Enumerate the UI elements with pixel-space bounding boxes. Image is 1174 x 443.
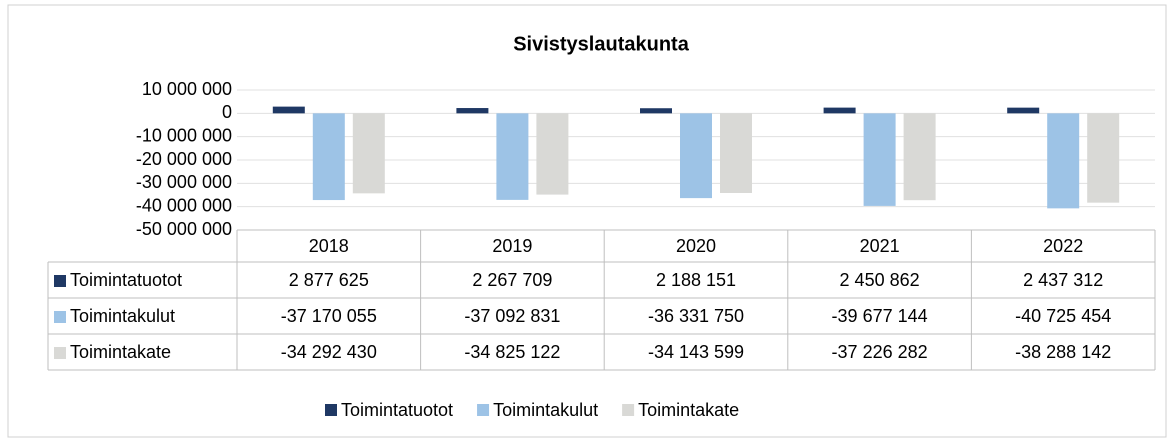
legend-key (477, 404, 490, 416)
data-label: -34 292 430 (281, 342, 377, 362)
legend-label: Toimintakate (638, 400, 739, 420)
data-label: -39 677 144 (832, 306, 928, 326)
row-header: Toimintakate (70, 342, 171, 362)
chart-title: Sivistyslautakunta (513, 33, 690, 55)
legend-key (54, 311, 66, 323)
data-label: 2 437 312 (1023, 270, 1103, 290)
y-tick-label: 10 000 000 (142, 79, 232, 99)
legend-key (325, 404, 337, 416)
bar (823, 107, 856, 114)
bar (1087, 113, 1120, 203)
row-header: Toimintakulut (70, 306, 175, 326)
bar (456, 108, 489, 114)
y-tick-label: -40 000 000 (136, 195, 232, 215)
data-label: -37 092 831 (464, 306, 560, 326)
bar (312, 113, 345, 201)
bar (352, 113, 385, 194)
y-tick-label: -50 000 000 (136, 219, 232, 239)
bar (720, 113, 752, 194)
data-label: -38 288 142 (1015, 342, 1111, 362)
x-tick-label: 2021 (860, 236, 900, 256)
bar (536, 113, 569, 195)
bar (496, 113, 529, 200)
bar (640, 108, 672, 114)
bar (903, 113, 936, 201)
x-tick-label: 2020 (676, 236, 716, 256)
x-tick-label: 2019 (492, 236, 532, 256)
legend-key (54, 347, 66, 359)
bar (1007, 107, 1040, 114)
data-label: -37 226 282 (832, 342, 928, 362)
bar (272, 106, 305, 114)
chart-border (7, 4, 1167, 438)
legend-key (54, 275, 66, 287)
y-tick-label: -10 000 000 (136, 125, 232, 145)
data-label: 2 267 709 (472, 270, 552, 290)
data-label: -40 725 454 (1015, 306, 1111, 326)
x-tick-label: 2022 (1043, 236, 1083, 256)
y-tick-label: 0 (222, 102, 232, 122)
bar (1047, 113, 1080, 209)
legend-label: Toimintatuotot (341, 400, 453, 420)
y-tick-label: -20 000 000 (136, 149, 232, 169)
data-label: 2 450 862 (840, 270, 920, 290)
bar (680, 113, 712, 199)
data-label: -34 825 122 (464, 342, 560, 362)
bar (863, 113, 896, 206)
data-label: 2 188 151 (656, 270, 736, 290)
data-label: -34 143 599 (648, 342, 744, 362)
x-tick-label: 2018 (309, 236, 349, 256)
data-label: -37 170 055 (281, 306, 377, 326)
legend-key (622, 404, 635, 416)
legend-label: Toimintakulut (493, 400, 598, 420)
row-header: Toimintatuotot (70, 270, 182, 290)
data-label: -36 331 750 (648, 306, 744, 326)
y-tick-label: -30 000 000 (136, 172, 232, 192)
data-label: 2 877 625 (289, 270, 369, 290)
